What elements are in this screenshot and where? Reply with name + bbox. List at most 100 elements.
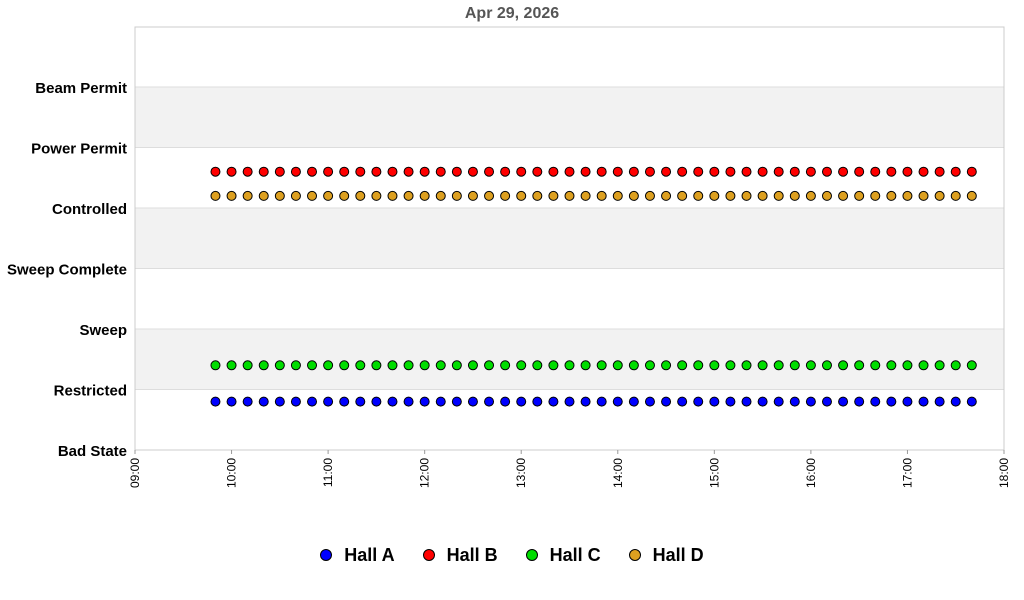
point-hall-a[interactable] xyxy=(709,396,720,407)
point-hall-c[interactable] xyxy=(725,360,736,371)
point-hall-b[interactable] xyxy=(484,166,495,177)
point-hall-d[interactable] xyxy=(741,190,752,201)
point-hall-c[interactable] xyxy=(805,360,816,371)
point-hall-a[interactable] xyxy=(918,396,929,407)
point-hall-d[interactable] xyxy=(532,190,543,201)
point-hall-a[interactable] xyxy=(403,396,414,407)
point-hall-c[interactable] xyxy=(307,360,318,371)
point-hall-d[interactable] xyxy=(805,190,816,201)
point-hall-a[interactable] xyxy=(548,396,559,407)
point-hall-d[interactable] xyxy=(709,190,720,201)
point-hall-d[interactable] xyxy=(500,190,511,201)
point-hall-d[interactable] xyxy=(484,190,495,201)
point-hall-b[interactable] xyxy=(564,166,575,177)
point-hall-c[interactable] xyxy=(242,360,253,371)
point-hall-a[interactable] xyxy=(451,396,462,407)
point-hall-b[interactable] xyxy=(467,166,478,177)
point-hall-b[interactable] xyxy=(709,166,720,177)
point-hall-b[interactable] xyxy=(580,166,591,177)
point-hall-b[interactable] xyxy=(628,166,639,177)
point-hall-c[interactable] xyxy=(902,360,913,371)
point-hall-c[interactable] xyxy=(709,360,720,371)
point-hall-a[interactable] xyxy=(274,396,285,407)
point-hall-b[interactable] xyxy=(419,166,430,177)
point-hall-d[interactable] xyxy=(757,190,768,201)
point-hall-d[interactable] xyxy=(596,190,607,201)
point-hall-b[interactable] xyxy=(371,166,382,177)
legend-item-hall-a[interactable]: Hall A xyxy=(320,545,395,566)
point-hall-d[interactable] xyxy=(902,190,913,201)
point-hall-a[interactable] xyxy=(258,396,269,407)
legend-item-hall-b[interactable]: Hall B xyxy=(422,545,498,566)
point-hall-c[interactable] xyxy=(677,360,688,371)
point-hall-c[interactable] xyxy=(821,360,832,371)
point-hall-a[interactable] xyxy=(242,396,253,407)
point-hall-b[interactable] xyxy=(741,166,752,177)
point-hall-c[interactable] xyxy=(500,360,511,371)
point-hall-c[interactable] xyxy=(226,360,237,371)
point-hall-b[interactable] xyxy=(693,166,704,177)
point-hall-b[interactable] xyxy=(596,166,607,177)
point-hall-d[interactable] xyxy=(934,190,945,201)
point-hall-c[interactable] xyxy=(741,360,752,371)
point-hall-c[interactable] xyxy=(516,360,527,371)
point-hall-d[interactable] xyxy=(580,190,591,201)
point-hall-a[interactable] xyxy=(226,396,237,407)
point-hall-c[interactable] xyxy=(419,360,430,371)
point-hall-a[interactable] xyxy=(596,396,607,407)
point-hall-c[interactable] xyxy=(934,360,945,371)
point-hall-b[interactable] xyxy=(773,166,784,177)
point-hall-d[interactable] xyxy=(371,190,382,201)
point-hall-c[interactable] xyxy=(918,360,929,371)
point-hall-b[interactable] xyxy=(838,166,849,177)
point-hall-b[interactable] xyxy=(339,166,350,177)
point-hall-a[interactable] xyxy=(693,396,704,407)
point-hall-c[interactable] xyxy=(290,360,301,371)
point-hall-a[interactable] xyxy=(290,396,301,407)
point-hall-b[interactable] xyxy=(516,166,527,177)
point-hall-a[interactable] xyxy=(644,396,655,407)
point-hall-d[interactable] xyxy=(870,190,881,201)
point-hall-c[interactable] xyxy=(371,360,382,371)
point-hall-c[interactable] xyxy=(467,360,478,371)
point-hall-d[interactable] xyxy=(548,190,559,201)
point-hall-c[interactable] xyxy=(339,360,350,371)
point-hall-c[interactable] xyxy=(854,360,865,371)
point-hall-d[interactable] xyxy=(677,190,688,201)
point-hall-d[interactable] xyxy=(387,190,398,201)
point-hall-d[interactable] xyxy=(821,190,832,201)
point-hall-a[interactable] xyxy=(789,396,800,407)
point-hall-b[interactable] xyxy=(934,166,945,177)
point-hall-c[interactable] xyxy=(451,360,462,371)
point-hall-c[interactable] xyxy=(258,360,269,371)
point-hall-b[interactable] xyxy=(548,166,559,177)
point-hall-c[interactable] xyxy=(403,360,414,371)
point-hall-b[interactable] xyxy=(451,166,462,177)
point-hall-b[interactable] xyxy=(950,166,961,177)
point-hall-a[interactable] xyxy=(435,396,446,407)
point-hall-a[interactable] xyxy=(950,396,961,407)
point-hall-a[interactable] xyxy=(628,396,639,407)
point-hall-b[interactable] xyxy=(644,166,655,177)
point-hall-d[interactable] xyxy=(628,190,639,201)
point-hall-c[interactable] xyxy=(596,360,607,371)
point-hall-b[interactable] xyxy=(387,166,398,177)
point-hall-a[interactable] xyxy=(661,396,672,407)
point-hall-d[interactable] xyxy=(661,190,672,201)
point-hall-d[interactable] xyxy=(644,190,655,201)
point-hall-d[interactable] xyxy=(403,190,414,201)
point-hall-a[interactable] xyxy=(725,396,736,407)
point-hall-d[interactable] xyxy=(258,190,269,201)
point-hall-b[interactable] xyxy=(821,166,832,177)
point-hall-d[interactable] xyxy=(773,190,784,201)
point-hall-d[interactable] xyxy=(693,190,704,201)
point-hall-c[interactable] xyxy=(838,360,849,371)
point-hall-a[interactable] xyxy=(886,396,897,407)
point-hall-d[interactable] xyxy=(339,190,350,201)
point-hall-b[interactable] xyxy=(258,166,269,177)
point-hall-b[interactable] xyxy=(226,166,237,177)
point-hall-b[interactable] xyxy=(242,166,253,177)
point-hall-c[interactable] xyxy=(580,360,591,371)
point-hall-b[interactable] xyxy=(805,166,816,177)
point-hall-c[interactable] xyxy=(870,360,881,371)
